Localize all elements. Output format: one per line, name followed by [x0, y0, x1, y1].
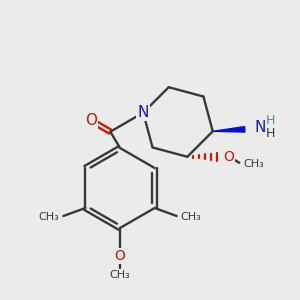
Polygon shape — [213, 127, 245, 132]
Text: N: N — [255, 120, 266, 135]
Text: H: H — [266, 114, 275, 127]
Text: CH₃: CH₃ — [181, 212, 201, 222]
Text: CH₃: CH₃ — [243, 159, 264, 169]
Text: CH₃: CH₃ — [39, 212, 59, 222]
Text: O: O — [115, 249, 125, 263]
Text: CH₃: CH₃ — [110, 270, 130, 280]
Text: H: H — [266, 127, 275, 140]
Text: O: O — [85, 113, 97, 128]
Text: N: N — [137, 105, 149, 120]
Text: O: O — [223, 150, 234, 164]
